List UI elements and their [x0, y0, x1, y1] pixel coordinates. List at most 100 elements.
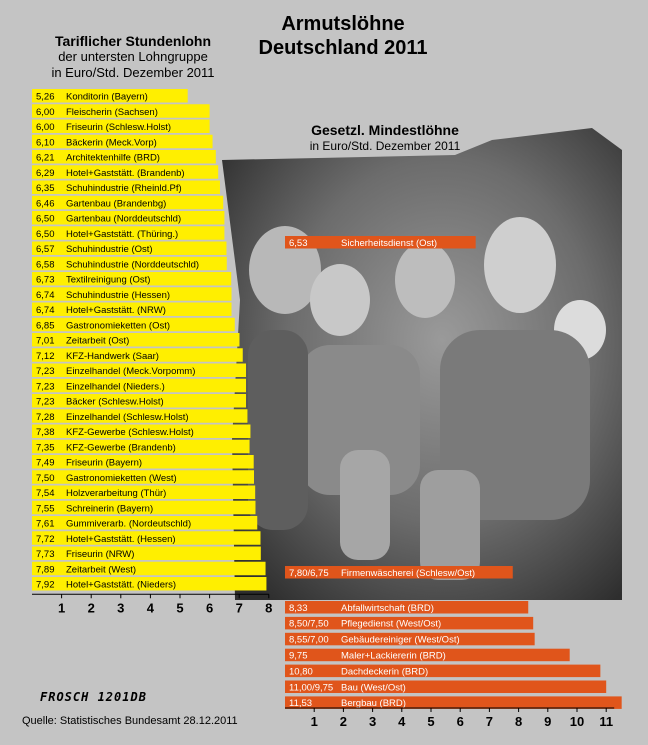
left-bar-value: 6,46 [36, 198, 55, 209]
left-bar-7: 6,35 Schuhindustrie (Rheinld.Pf) [32, 180, 220, 194]
right-bar-rect [285, 696, 622, 709]
right-bar-8: 11,00/9,75 Bau (West/Ost) [285, 680, 607, 693]
right-axis-tick-label: 7 [486, 714, 493, 729]
right-bar-category: Abfallwirtschaft (BRD) [341, 603, 434, 614]
left-bar-value: 7,23 [36, 366, 55, 377]
left-bar-13: 6,73 Textilreinigung (Ost) [32, 272, 232, 286]
right-bar-4: 8,50/7,50 Pflegedienst (West/Ost) [285, 616, 534, 630]
right-bar-value: 10,80 [289, 666, 313, 677]
left-bar-rect [32, 439, 250, 454]
left-bar-rect [32, 180, 220, 194]
right-bar-value: 7,80/6,75 [289, 568, 329, 579]
left-bar-value: 7,72 [36, 534, 55, 545]
right-bar-rect [285, 236, 476, 249]
left-bar-category: Gartenbau (Norddeutschld) [66, 214, 181, 225]
left-bar-value: 6,50 [36, 229, 55, 240]
left-bar-value: 6,10 [36, 137, 55, 148]
left-bar-value: 5,26 [36, 92, 55, 103]
left-bar-rect [32, 89, 188, 103]
left-bar-2: 6,00 Fleischerin (Sachsen) [32, 104, 210, 118]
left-bar-6: 6,29 Hotel+Gaststätt. (Brandenb) [32, 165, 219, 179]
left-bar-rect [32, 165, 219, 179]
left-axis-tick-label: 5 [176, 600, 183, 615]
left-bar-rect [32, 150, 216, 164]
left-bar-category: Schuhindustrie (Norddeutschld) [66, 259, 199, 270]
left-bar-5: 6,21 Architektenhilfe (BRD) [32, 150, 216, 164]
left-bar-24: 7,35 KFZ-Gewerbe (Brandenb) [32, 439, 250, 454]
left-bar-rect [32, 424, 251, 438]
left-bar-category: Fleischerin (Sachsen) [66, 107, 158, 118]
left-bar-category: Hotel+Gaststätt. (NRW) [66, 305, 166, 316]
left-bar-value: 7,54 [36, 488, 55, 499]
main-title-line2: Deutschland 2011 [258, 37, 428, 59]
left-bar-rect [32, 531, 261, 545]
left-bar-value: 7,55 [36, 503, 55, 514]
left-bar-category: Textilreinigung (Ost) [66, 275, 150, 286]
right-bar-value: 8,50/7,50 [289, 619, 329, 630]
left-axis-tick-label: 6 [206, 600, 213, 615]
right-heading-line2: in Euro/Std. Dezember 2011 [309, 139, 461, 153]
left-bar-rect [32, 134, 213, 149]
left-bar-value: 6,57 [36, 244, 55, 255]
right-bar-rect [285, 680, 607, 693]
left-bar-category: Schreinerin (Bayern) [66, 503, 153, 514]
left-bar-value: 7,92 [36, 580, 55, 591]
left-bar-category: Gartenbau (Brandenbg) [66, 198, 166, 209]
right-bar-3: 8,33 Abfallwirtschaft (BRD) [285, 601, 529, 614]
left-bar-rect [32, 195, 224, 210]
right-bar-rect [285, 616, 534, 630]
right-bar-value: 11,53 [289, 698, 312, 709]
left-bar-rect [32, 241, 227, 255]
left-bar-value: 7,38 [36, 427, 55, 438]
left-bar-23: 7,38 KFZ-Gewerbe (Schlesw.Holst) [32, 424, 251, 438]
right-axis-tick-label: 4 [398, 714, 406, 729]
left-bar-category: Bäcker (Schlesw.Holst) [66, 397, 164, 408]
left-axis-tick-label: 1 [58, 600, 65, 615]
right-bar-category: Maler+Lackiererin (BRD) [341, 651, 446, 662]
right-axis-tick-label: 5 [427, 714, 434, 729]
left-bar-22: 7,28 Einzelhandel (Schlesw.Holst) [32, 409, 248, 423]
left-bar-12: 6,58 Schuhindustrie (Norddeutschld) [32, 256, 227, 271]
left-bar-category: Schuhindustrie (Rheinld.Pf) [66, 183, 182, 194]
left-bar-10: 6,50 Hotel+Gaststätt. (Thüring.) [32, 226, 225, 240]
left-bar-value: 6,73 [36, 275, 55, 286]
left-bar-category: Hotel+Gaststätt. (Thüring.) [66, 229, 178, 240]
right-bar-rect [285, 566, 513, 579]
left-bar-value: 6,85 [36, 320, 55, 331]
right-bar-category: Bergbau (BRD) [341, 698, 406, 709]
main-title-line1: Armutslöhne [281, 13, 405, 35]
right-bar-value: 11,00/9,75 [289, 682, 333, 693]
right-axis-tick-label: 9 [544, 714, 551, 729]
left-bar-value: 7,49 [36, 458, 55, 469]
source-note: Quelle: Statistisches Bundesamt 28.12.20… [22, 715, 238, 727]
left-bar-rect [32, 409, 248, 423]
main-title: Armutslöhne Deutschland 2011 [238, 12, 448, 60]
left-bar-category: KFZ-Gewerbe (Schlesw.Holst) [66, 427, 194, 438]
left-bar-value: 7,28 [36, 412, 55, 423]
left-bar-value: 7,12 [36, 351, 55, 362]
left-heading-line2: der untersten Lohngruppe [58, 49, 208, 64]
left-bar-category: Zeitarbeit (Ost) [66, 336, 129, 347]
left-bar-9: 6,50 Gartenbau (Norddeutschld) [32, 211, 225, 225]
right-bar-1: 6,53 Sicherheitsdienst (Ost) [285, 236, 476, 249]
left-bar-category: Architektenhilfe (BRD) [66, 153, 160, 164]
left-bar-rect [32, 577, 267, 591]
left-bar-category: Friseurin (NRW) [66, 549, 134, 560]
left-bar-rect [32, 302, 232, 316]
left-axis-tick-label: 3 [117, 600, 124, 615]
left-bar-rect [32, 485, 256, 499]
left-bar-category: Bäckerin (Meck.Vorp) [66, 137, 157, 148]
left-bar-rect [32, 348, 243, 362]
left-bar-15: 6,74 Hotel+Gaststätt. (NRW) [32, 302, 232, 316]
left-bar-rect [32, 394, 247, 408]
left-chart-heading: Tariflicher Stundenlohn der untersten Lo… [18, 33, 248, 81]
right-bar-2: 7,80/6,75 Firmenwäscherei (Schlesw/Ost) [285, 566, 513, 579]
left-bar-value: 7,23 [36, 397, 55, 408]
right-bar-category: Gebäudereiniger (West/Ost) [341, 635, 460, 646]
left-bar-21: 7,23 Bäcker (Schlesw.Holst) [32, 394, 247, 408]
right-bar-category: Firmenwäscherei (Schlesw/Ost) [341, 568, 475, 579]
left-bar-16: 6,85 Gastronomieketten (Ost) [32, 317, 235, 332]
left-bar-18: 7,12 KFZ-Handwerk (Saar) [32, 348, 243, 362]
right-bar-9: 11,53 Bergbau (BRD) [285, 696, 622, 709]
